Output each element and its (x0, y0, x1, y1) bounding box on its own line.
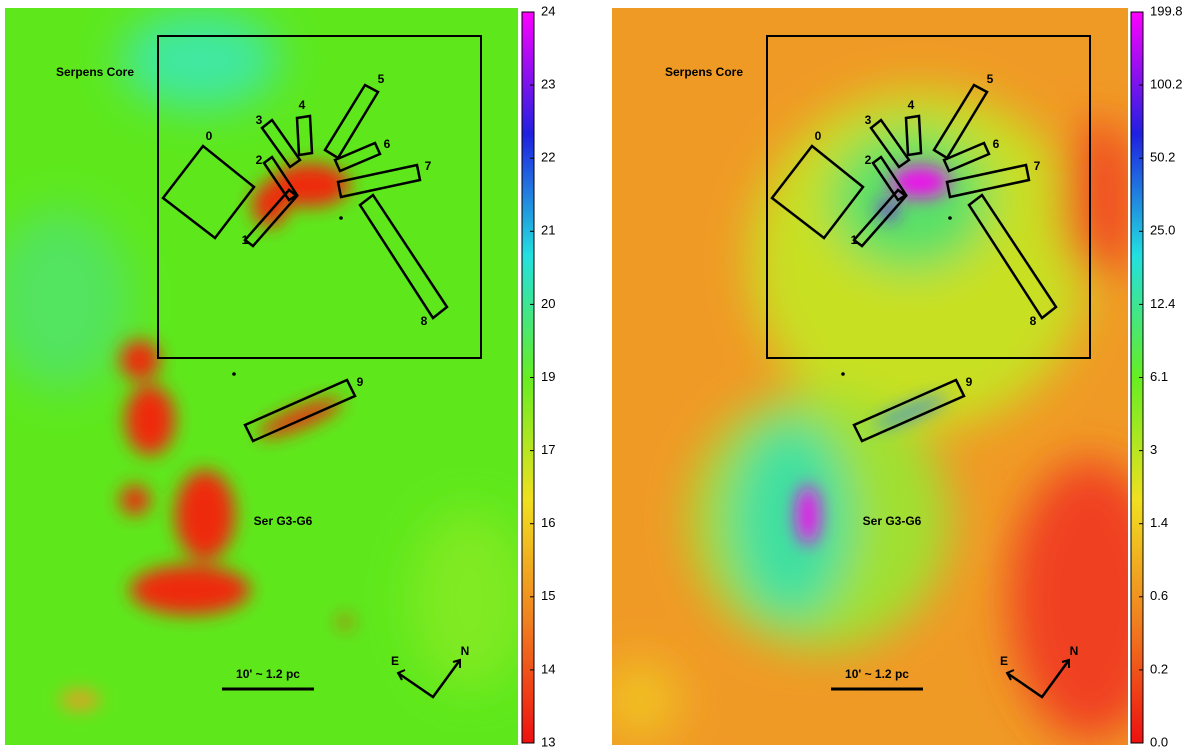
region-box (904, 114, 923, 157)
region-box (323, 83, 380, 160)
region-box (869, 118, 911, 169)
region-label: 0 (206, 129, 213, 143)
region-box (967, 193, 1058, 320)
marker (841, 372, 845, 376)
colorbar-tick-label: 100.2 (1150, 77, 1183, 92)
compass (397, 659, 462, 699)
region-label: 6 (993, 137, 1000, 151)
region-label: 4 (908, 98, 915, 112)
region-label: 2 (256, 153, 263, 167)
region-box (871, 155, 908, 202)
region-label: 1 (242, 233, 249, 247)
marker (948, 216, 952, 220)
panel: 0 1 2 3 4 5 6 7 8 9 Serpens Core Ser G3-G6 10' ~ 1.2… (665, 35, 1091, 699)
region-label: 2 (865, 153, 872, 167)
marker (339, 216, 343, 220)
cloud-label: Ser G3-G6 (254, 514, 313, 528)
region-box (262, 155, 299, 202)
region-label: 3 (256, 113, 263, 127)
region-label: 8 (421, 314, 428, 328)
colorbar-tick-label: 199.8 (1150, 3, 1183, 18)
density-map (612, 8, 1128, 745)
colorbar-tick-label: 12.4 (1150, 296, 1175, 311)
colorbar-tick-label: 1.4 (1150, 515, 1168, 530)
colorbar-tick-label: 6.1 (1150, 369, 1168, 384)
colorbar-tick-label: 20 (541, 296, 555, 311)
colorbar-tick-label: 0.2 (1150, 661, 1168, 676)
region-label: 0 (815, 129, 822, 143)
region-box (770, 144, 865, 240)
colorbar-tick-label: 23 (541, 77, 555, 92)
region-label: 7 (425, 159, 432, 173)
region-label: 9 (966, 375, 973, 389)
compass-north: N (1070, 644, 1079, 658)
field-box (157, 35, 482, 359)
region-box (945, 163, 1031, 199)
scale-label: 10' ~ 1.2 pc (845, 667, 909, 681)
region-box (932, 83, 989, 160)
colorbar-tick-label: 21 (541, 223, 555, 238)
field-label: Serpens Core (56, 65, 134, 79)
region-label: 5 (378, 72, 385, 86)
compass-north: N (461, 644, 470, 658)
region-label: 3 (865, 113, 872, 127)
arrow-head (1005, 669, 1015, 681)
colorbar-tick-label: 0.0 (1150, 734, 1168, 749)
field-label: Serpens Core (665, 65, 743, 79)
compass-east: E (1000, 654, 1008, 668)
region-box (333, 141, 382, 173)
marker (232, 372, 236, 376)
colorbar-tick-label: 50.2 (1150, 150, 1175, 165)
colorbar-tick-label: 17 (541, 442, 555, 457)
arrow-head (452, 658, 461, 668)
compass-east: E (391, 654, 399, 668)
cloud-label: Ser G3-G6 (863, 514, 922, 528)
region-label: 5 (987, 72, 994, 86)
region-box (942, 141, 991, 173)
region-label: 1 (851, 233, 858, 247)
scale-label: 10' ~ 1.2 pc (236, 667, 300, 681)
region-box (161, 144, 256, 240)
colorbar-tick-label: 0.6 (1150, 588, 1168, 603)
colorbar-tick-label: 15 (541, 588, 555, 603)
field-box (766, 35, 1091, 359)
region-box (243, 378, 357, 443)
colorbar-tick-label: 14 (541, 661, 555, 676)
region-box (358, 193, 449, 320)
temperature-map (5, 8, 518, 745)
compass (1006, 659, 1071, 699)
colorbar-tick-label: 25.0 (1150, 223, 1175, 238)
region-label: 4 (299, 98, 306, 112)
region-label: 8 (1030, 314, 1037, 328)
region-box (336, 163, 422, 199)
colorbar-tick-label: 24 (541, 3, 555, 18)
region-label: 9 (357, 375, 364, 389)
colorbar-tick-label: 22 (541, 150, 555, 165)
colorbar-tick-label: 16 (541, 515, 555, 530)
colorbar-tick-label: 3 (1150, 442, 1157, 457)
region-box (295, 114, 314, 157)
region-label: 7 (1034, 159, 1041, 173)
region-label: 6 (384, 137, 391, 151)
arrow-head (1061, 658, 1070, 668)
region-box (852, 378, 966, 443)
colorbar-tick-label: 13 (541, 734, 555, 749)
region-box (260, 118, 302, 169)
arrow-head (396, 669, 406, 681)
colorbar-tick-label: 19 (541, 369, 555, 384)
panel: 0 1 2 3 4 5 6 7 8 9 Serpens Core Ser G3-G6 10' ~ 1.2… (56, 35, 482, 699)
